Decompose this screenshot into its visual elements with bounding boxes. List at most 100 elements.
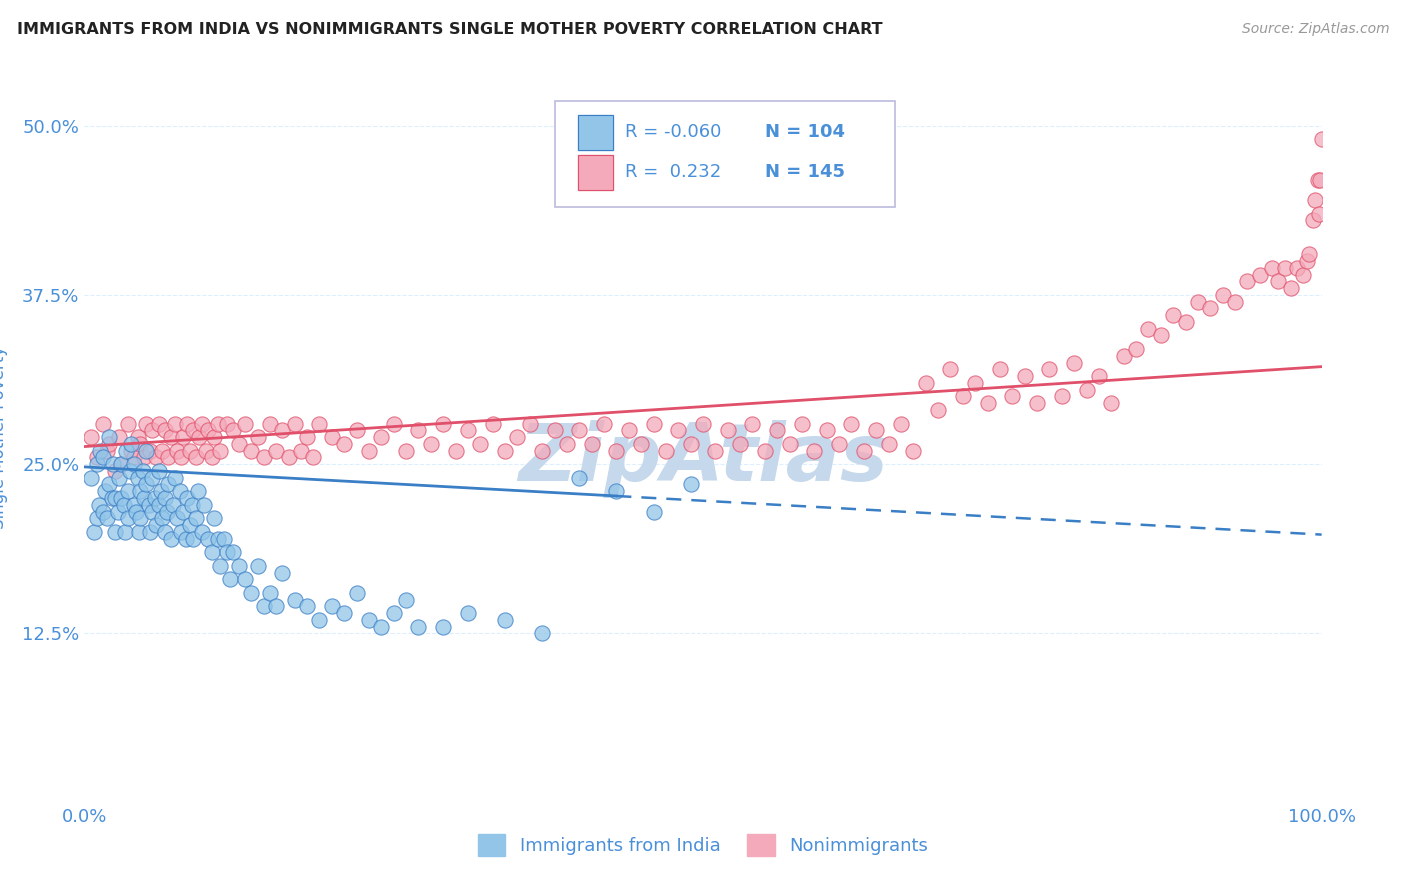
Point: [357, 613, 380, 627]
Point: [259, 586, 281, 600]
Point: [91, 417, 114, 431]
Point: [643, 417, 665, 431]
Point: [457, 423, 479, 437]
Point: [107, 505, 129, 519]
Point: [108, 471, 131, 485]
Point: [543, 423, 565, 437]
Point: [129, 484, 152, 499]
Point: [1014, 369, 1036, 384]
Point: [593, 417, 616, 431]
Point: [395, 592, 418, 607]
Point: [264, 443, 287, 458]
Point: [939, 362, 962, 376]
Point: [1125, 342, 1147, 356]
Point: [264, 599, 287, 614]
Point: [1305, 193, 1327, 207]
Point: [112, 498, 135, 512]
Point: [148, 464, 170, 478]
Point: [166, 511, 188, 525]
Point: [179, 518, 201, 533]
Point: [150, 443, 173, 458]
Point: [163, 417, 186, 431]
Point: [193, 498, 215, 512]
Point: [172, 430, 194, 444]
Bar: [578, 114, 613, 150]
Point: [1310, 132, 1333, 146]
Legend: Immigrants from India, Nonimmigrants: Immigrants from India, Nonimmigrants: [471, 827, 935, 863]
Point: [98, 437, 121, 451]
Point: [605, 443, 627, 458]
Point: [115, 443, 138, 458]
Point: [531, 626, 554, 640]
Point: [219, 572, 242, 586]
Point: [181, 423, 204, 437]
Point: [1302, 213, 1324, 227]
Point: [120, 464, 142, 478]
Point: [815, 423, 838, 437]
Point: [150, 511, 173, 525]
Point: [139, 524, 162, 539]
Point: [965, 376, 987, 390]
Point: [141, 423, 163, 437]
Point: [122, 498, 145, 512]
Point: [91, 505, 114, 519]
Point: [346, 586, 368, 600]
Point: [129, 437, 152, 451]
Point: [1309, 172, 1331, 186]
Point: [852, 443, 875, 458]
Point: [79, 471, 101, 485]
Point: [877, 437, 900, 451]
Point: [160, 430, 183, 444]
Point: [181, 498, 204, 512]
Point: [125, 505, 148, 519]
Point: [1212, 288, 1234, 302]
Point: [1050, 389, 1073, 403]
Point: [108, 430, 131, 444]
Point: [202, 430, 225, 444]
Point: [295, 599, 318, 614]
Point: [209, 443, 232, 458]
Point: [110, 491, 132, 505]
Point: [156, 505, 179, 519]
Point: [506, 430, 529, 444]
Point: [172, 505, 194, 519]
Point: [1249, 268, 1271, 282]
Point: [617, 423, 640, 437]
Point: [170, 524, 193, 539]
Point: [432, 417, 454, 431]
Point: [197, 423, 219, 437]
Point: [779, 437, 801, 451]
Point: [295, 430, 318, 444]
Point: [202, 511, 225, 525]
Point: [679, 477, 702, 491]
Point: [382, 606, 405, 620]
Point: [143, 491, 166, 505]
Point: [704, 443, 727, 458]
Point: [581, 437, 603, 451]
Point: [117, 417, 139, 431]
Point: [1099, 396, 1122, 410]
Point: [110, 457, 132, 471]
Point: [1199, 301, 1222, 316]
Point: [153, 491, 176, 505]
Point: [568, 423, 591, 437]
Point: [253, 450, 276, 465]
Point: [754, 443, 776, 458]
Point: [766, 423, 789, 437]
Point: [201, 450, 224, 465]
Point: [284, 417, 307, 431]
Point: [357, 443, 380, 458]
Point: [655, 443, 678, 458]
Point: [187, 484, 209, 499]
FancyBboxPatch shape: [554, 101, 894, 207]
Point: [135, 443, 157, 458]
Point: [94, 484, 117, 499]
Point: [100, 491, 122, 505]
Point: [169, 484, 191, 499]
Point: [209, 558, 232, 573]
Point: [841, 417, 863, 431]
Point: [903, 443, 925, 458]
Point: [370, 430, 392, 444]
Point: [1076, 383, 1098, 397]
Point: [120, 437, 142, 451]
